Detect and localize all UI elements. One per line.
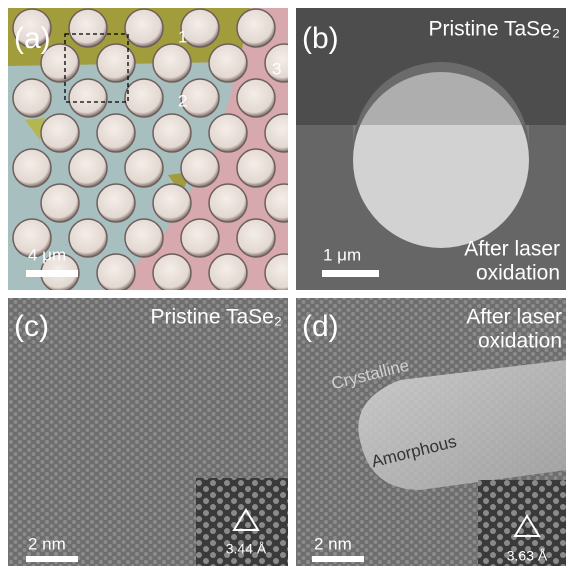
hole (209, 44, 247, 82)
marker: 1 (178, 27, 187, 46)
title: oxidation (478, 330, 562, 353)
hole (237, 9, 275, 47)
hole (153, 44, 191, 82)
panel-label: (c) (14, 310, 49, 343)
hole (181, 219, 219, 257)
scale-label: 1 μm (323, 245, 361, 264)
caption: oxidation (476, 262, 560, 285)
inset-label: 3.63 Å (507, 548, 548, 564)
hole (13, 149, 51, 187)
hole (125, 149, 163, 187)
hole (97, 114, 135, 152)
scale-label: 2 nm (28, 534, 66, 553)
hole (69, 9, 107, 47)
marker: 2 (178, 91, 187, 110)
scale-bar (26, 270, 78, 277)
hole (209, 254, 247, 292)
hole (97, 44, 135, 82)
hole (125, 219, 163, 257)
figure: (a) 1 2 3 4 μm (b) Pristine TaSe₂ 1 μm A… (0, 0, 574, 573)
hole (13, 79, 51, 117)
hole (153, 114, 191, 152)
scale-label: 2 nm (314, 534, 352, 553)
title: Pristine TaSe₂ (429, 18, 561, 41)
panel-label: (b) (302, 22, 339, 55)
hole (237, 79, 275, 117)
hole (41, 184, 79, 222)
hole (181, 149, 219, 187)
hole (125, 9, 163, 47)
panel-label: (d) (302, 310, 339, 343)
hole (97, 254, 135, 292)
hole (41, 114, 79, 152)
hole (97, 184, 135, 222)
inset-label: 3.44 Å (226, 541, 267, 557)
hole (69, 79, 107, 117)
scale-bar (312, 556, 364, 562)
hole (209, 114, 247, 152)
hole (69, 219, 107, 257)
title: Pristine TaSe₂ (151, 306, 283, 329)
hole (209, 184, 247, 222)
scale-label: 4 μm (28, 245, 66, 264)
marker: 3 (272, 59, 281, 78)
hole (153, 184, 191, 222)
hole (69, 149, 107, 187)
title: After laser (466, 306, 562, 329)
hole (237, 149, 275, 187)
scale-bar (322, 270, 379, 277)
hole (237, 219, 275, 257)
hole (125, 79, 163, 117)
scale-bar (26, 556, 78, 562)
hole (153, 254, 191, 292)
panel-label: (a) (14, 22, 51, 55)
caption: After laser (464, 238, 560, 261)
